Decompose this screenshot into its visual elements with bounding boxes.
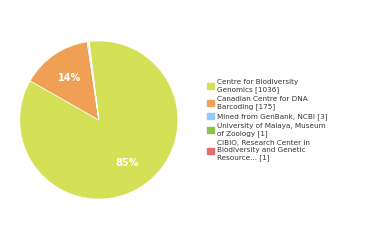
Wedge shape [87, 42, 99, 120]
Wedge shape [20, 41, 178, 199]
Wedge shape [89, 42, 99, 120]
Text: 85%: 85% [116, 158, 139, 168]
Wedge shape [30, 42, 99, 120]
Legend: Centre for Biodiversity
Genomics [1036], Canadian Centre for DNA
Barcoding [175]: Centre for Biodiversity Genomics [1036],… [205, 77, 330, 163]
Wedge shape [89, 42, 99, 120]
Text: 14%: 14% [58, 73, 81, 83]
